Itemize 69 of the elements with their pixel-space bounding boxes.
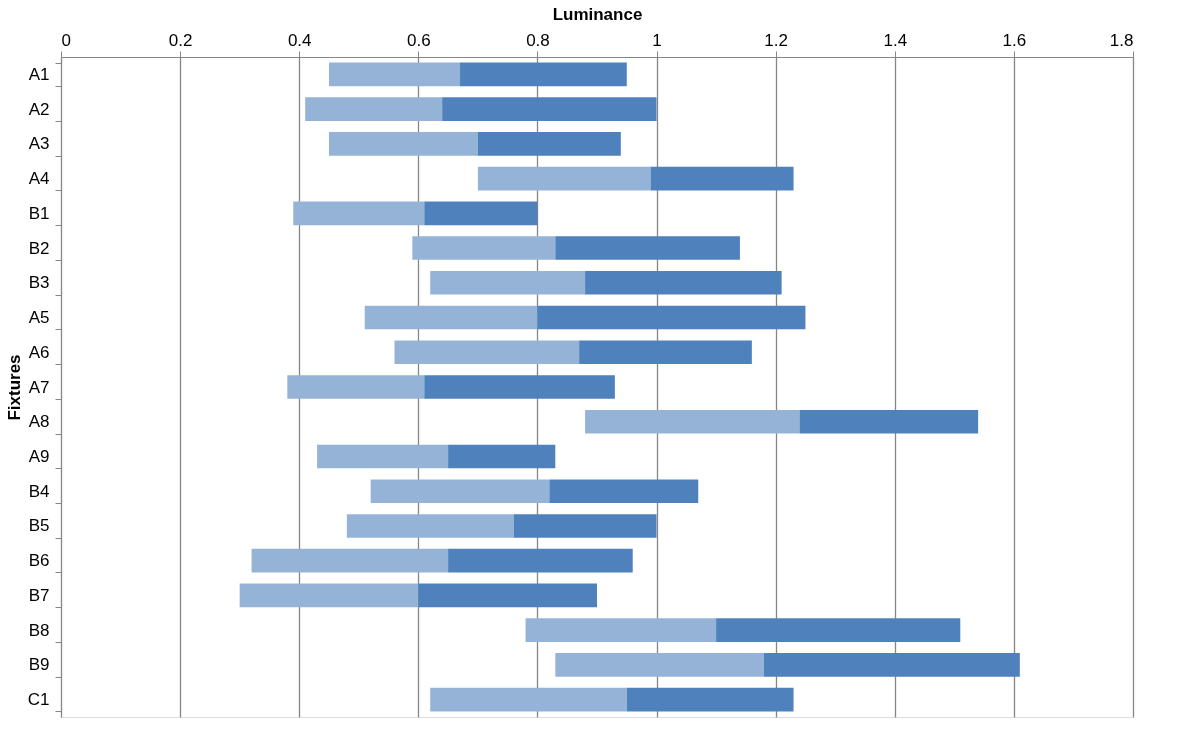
x-tick-label: 1: [652, 30, 662, 50]
bar: [650, 166, 794, 191]
bar: [346, 514, 514, 538]
bar: [626, 687, 794, 712]
x-tick-label: 1.2: [764, 30, 788, 50]
bar: [430, 687, 627, 712]
y-tick-label: B1: [28, 203, 50, 223]
y-tick-label: B4: [28, 481, 50, 501]
x-tick-label: 0: [61, 30, 71, 50]
bar: [239, 583, 419, 608]
y-tick-label: A2: [28, 99, 50, 119]
y-tick-label: A3: [28, 134, 50, 154]
bar: [370, 479, 550, 504]
x-tick-label: 0.8: [526, 30, 550, 50]
y-tick-label: B9: [28, 655, 50, 675]
bar: [293, 201, 425, 226]
x-tick-label: 1.8: [1109, 30, 1134, 50]
bar: [251, 548, 449, 573]
bar: [442, 97, 657, 121]
y-tick-label: A1: [28, 64, 50, 84]
bar: [549, 479, 699, 504]
bar: [424, 201, 538, 226]
bar: [317, 444, 449, 469]
bar: [364, 305, 538, 330]
bar: [477, 132, 621, 156]
x-axis-title: Luminance: [552, 4, 643, 24]
y-tick-label: B2: [28, 238, 50, 258]
x-tick-label: 0.2: [168, 30, 193, 50]
bar: [305, 97, 443, 121]
bar: [716, 618, 961, 642]
y-tick-label: B5: [28, 516, 50, 536]
bar: [460, 62, 627, 87]
bar: [477, 166, 651, 191]
y-tick-label: C1: [27, 690, 50, 710]
y-tick-label: B7: [28, 585, 50, 605]
y-tick-label: B3: [28, 273, 50, 293]
y-tick-label: A4: [28, 169, 50, 189]
y-tick-label: A8: [28, 412, 50, 432]
y-tick-label: A6: [28, 342, 50, 362]
bar: [329, 132, 478, 156]
bar: [555, 653, 764, 677]
bar: [537, 305, 806, 330]
x-tick-label: 0.6: [407, 30, 431, 50]
bar: [394, 340, 580, 365]
bar: [418, 583, 597, 608]
bar: [585, 270, 782, 295]
y-tick-label: A7: [28, 377, 50, 397]
x-tick-label: 1.4: [883, 30, 908, 50]
x-tick-label: 0.4: [287, 30, 312, 50]
y-tick-label: B6: [28, 551, 50, 571]
bar: [448, 444, 556, 469]
bar: [555, 236, 740, 260]
bar: [329, 62, 461, 87]
bar: [412, 236, 556, 260]
y-tick-label: B8: [28, 620, 50, 640]
bar: [513, 514, 657, 538]
bar: [585, 409, 800, 434]
y-axis-title: Fixtures: [4, 354, 24, 421]
bar: [525, 618, 717, 642]
y-tick-label: A9: [28, 446, 50, 466]
bar: [448, 548, 633, 573]
bar: [763, 653, 1020, 677]
bar: [579, 340, 752, 365]
bar: [430, 270, 586, 295]
bar: [287, 375, 425, 399]
bar: [424, 375, 615, 399]
y-tick-label: A5: [28, 308, 50, 328]
x-tick-label: 1.6: [1002, 30, 1027, 50]
bar: [799, 409, 979, 434]
